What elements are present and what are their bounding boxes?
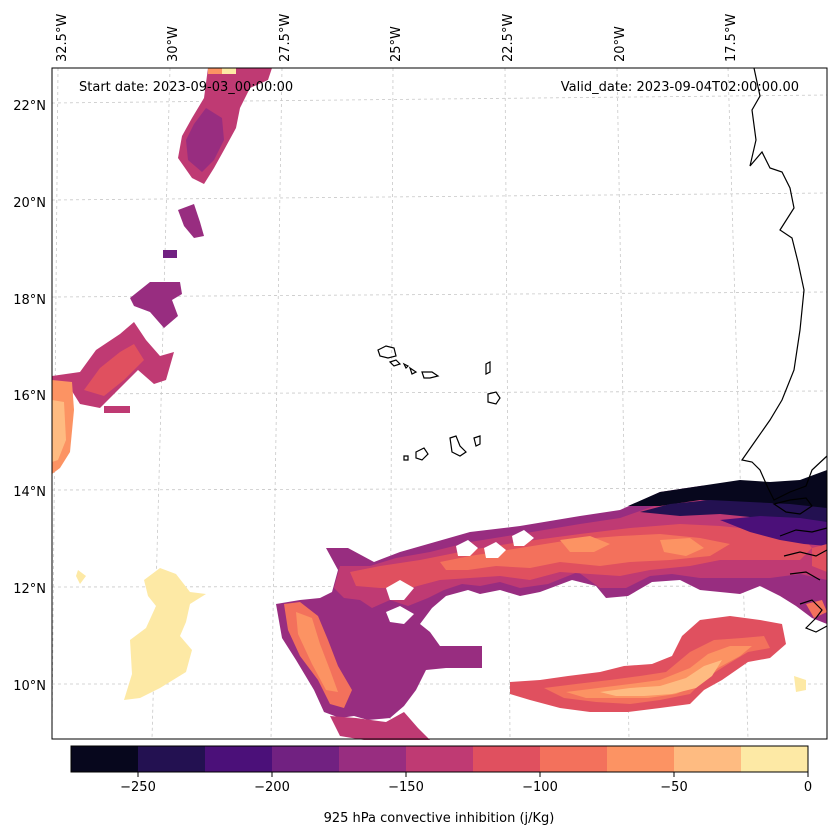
island-sao-nicolau-2: [421, 371, 440, 379]
lon-label-20w: 20°W: [613, 26, 628, 62]
island-brava: [403, 455, 409, 461]
lat-label-22n: 22°N: [13, 99, 46, 114]
lat-label-14n: 14°N: [13, 485, 46, 500]
colorbar-tick-label: −200: [254, 780, 290, 795]
start-date-label: Start date: 2023-09-03_00:00:00: [79, 80, 293, 95]
island-santiago: [449, 435, 467, 457]
colorbar-swatch: [205, 746, 273, 772]
lat-label-12n: 12°N: [13, 582, 46, 597]
cin-region-hole-4: [484, 542, 506, 558]
colorbar-swatch: [473, 746, 541, 772]
colorbar-ticks: −250 −200 −150 −100 −50 0: [120, 772, 812, 795]
longitude-labels: 32.5°W 30°W 27.5°W 25°W 22.5°W 20°W 17.5…: [55, 14, 739, 62]
colorbar-swatch: [339, 746, 407, 772]
lon-label-22-5w: 22.5°W: [501, 14, 516, 62]
colorbar-swatch: [741, 746, 809, 772]
cin-region-nw-band-cap: [208, 68, 222, 74]
coastline-gambia: [772, 497, 813, 515]
colorbar-swatch: [138, 746, 206, 772]
cin-region-nw-band-core: [186, 108, 224, 172]
cin-region-sw-yellow-dot: [76, 570, 86, 584]
coastline-guinea-bissau: [779, 527, 828, 633]
lat-label-10n: 10°N: [13, 679, 46, 694]
cin-region-west-sliver: [104, 406, 130, 413]
island-sao-nicolau: [408, 366, 418, 375]
cin-region-nw-band-cap2: [222, 68, 236, 74]
cin-region-se-band-peach: [600, 660, 722, 696]
colorbar-tick-label: −100: [522, 780, 558, 795]
coastline-africa: [740, 67, 828, 501]
lon-label-25w: 25°W: [389, 26, 404, 62]
cin-region-se-band-orange: [566, 646, 752, 698]
colorbar-swatch: [607, 746, 675, 772]
cin-region-hole-2: [386, 606, 414, 624]
cin-region-west-2-core: [84, 344, 144, 396]
colorbar-frame: [70, 745, 809, 773]
lon-label-30w: 30°W: [166, 26, 181, 62]
island-boa-vista: [487, 391, 501, 405]
colorbar-swatch: [272, 746, 340, 772]
island-fogo: [415, 447, 429, 461]
colorbar-tick-label: −250: [120, 780, 156, 795]
colorbar: −250 −200 −150 −100 −50 0 925 hPa convective …: [70, 745, 812, 826]
cin-region-south-band-orange2: [660, 538, 704, 556]
cin-contours: [52, 68, 827, 740]
colorbar-swatch: [71, 746, 139, 772]
valid-date-label: Valid_date: 2023-09-04T02:00:00.00: [561, 80, 799, 95]
cin-region-hole-1: [386, 580, 414, 600]
lat-label-20n: 20°N: [13, 196, 46, 211]
cin-region-south-tail: [330, 712, 430, 740]
colorbar-tick-label: −50: [660, 780, 687, 795]
cin-region-blob-20n: [178, 204, 204, 238]
cin-region-hole-5: [512, 530, 534, 546]
cin-region-west: [130, 282, 182, 328]
colorbar-tick-label: −150: [388, 780, 424, 795]
island-santa-luzia: [402, 362, 410, 370]
colorbar-swatch: [406, 746, 474, 772]
cin-region-hole-3: [456, 540, 478, 556]
lon-label-17-5w: 17.5°W: [724, 14, 739, 62]
cin-region-south-band-orange: [560, 536, 610, 552]
colorbar-swatch: [674, 746, 742, 772]
cin-region-se-band-yellow: [794, 676, 806, 692]
cin-region-sw-yellow: [124, 568, 206, 700]
coastlines: [377, 67, 828, 633]
island-maio: [473, 435, 481, 447]
lat-label-16n: 16°N: [13, 389, 46, 404]
cin-region-east-edge-2: [806, 600, 827, 618]
lon-label-32-5w: 32.5°W: [55, 14, 70, 62]
colorbar-swatches: [71, 746, 809, 772]
colorbar-swatch: [540, 746, 608, 772]
map-frame: [51, 67, 828, 740]
colorbar-label: 925 hPa convective inhibition (j/Kg): [324, 811, 555, 826]
island-santo-antao: [377, 345, 397, 359]
latitude-labels: 22°N 20°N 18°N 16°N 14°N 12°N 10°N: [13, 99, 46, 694]
colorbar-tick-label: 0: [804, 780, 812, 795]
lat-label-18n: 18°N: [13, 293, 46, 308]
cin-region-east-edge: [812, 544, 827, 572]
cin-region-west-edge-core: [52, 400, 66, 462]
lon-label-27-5w: 27.5°W: [278, 14, 293, 62]
cin-region-east-indigo: [720, 516, 827, 546]
island-sal: [485, 361, 491, 375]
cin-region-south-orange-col-core: [296, 612, 338, 692]
cin-region-blob-19n: [163, 250, 177, 258]
island-sao-vicente: [388, 359, 402, 367]
